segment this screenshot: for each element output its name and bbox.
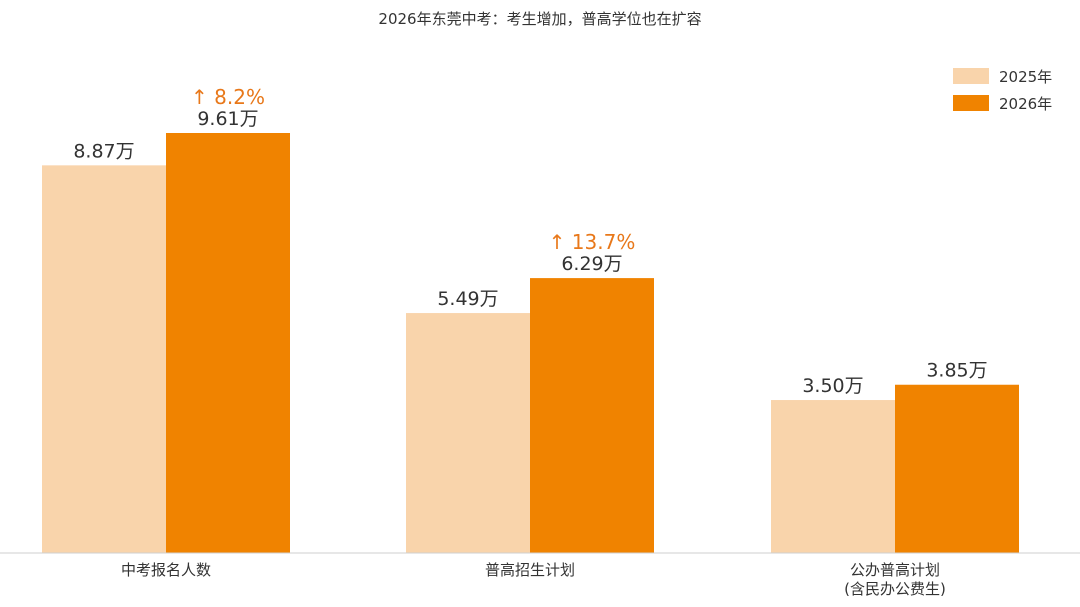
value-label-2025年-1: 5.49万 [437, 288, 498, 310]
growth-value: 13.7% [572, 230, 636, 254]
bar-2025年-0 [42, 165, 166, 553]
category-label-2-1: (含民办公费生) [844, 580, 946, 598]
growth-value: 8.2% [214, 85, 265, 109]
legend-swatch-2025 [953, 68, 989, 84]
up-arrow-icon: ↑ [549, 230, 572, 254]
legend-label-2026: 2026年 [999, 95, 1052, 113]
category-label-0-0: 中考报名人数 [121, 561, 211, 579]
bars-layer [42, 133, 1019, 553]
bar-2026年-0 [166, 133, 290, 553]
category-label-2-0: 公办普高计划 [850, 561, 940, 579]
bar-2025年-2 [771, 400, 895, 553]
growth-label-0: ↑ 8.2% [191, 85, 265, 109]
value-label-2026年-1: 6.29万 [561, 253, 622, 275]
growth-label-1: ↑ 13.7% [549, 230, 636, 254]
value-label-2025年-0: 8.87万 [73, 140, 134, 162]
value-label-2026年-0: 9.61万 [197, 108, 258, 130]
legend-swatch-2026 [953, 95, 989, 111]
value-label-2025年-2: 3.50万 [802, 375, 863, 397]
bar-2025年-1 [406, 313, 530, 553]
value-label-2026年-2: 3.85万 [926, 360, 987, 382]
bar-2026年-2 [895, 384, 1019, 553]
chart-title: 2026年东莞中考：考生增加，普高学位也在扩容 [378, 10, 701, 28]
up-arrow-icon: ↑ [191, 85, 214, 109]
legend: 2025年 2026年 [953, 68, 1052, 113]
bar-2026年-1 [530, 278, 654, 553]
category-label-1-0: 普高招生计划 [485, 561, 575, 579]
legend-label-2025: 2025年 [999, 68, 1052, 86]
